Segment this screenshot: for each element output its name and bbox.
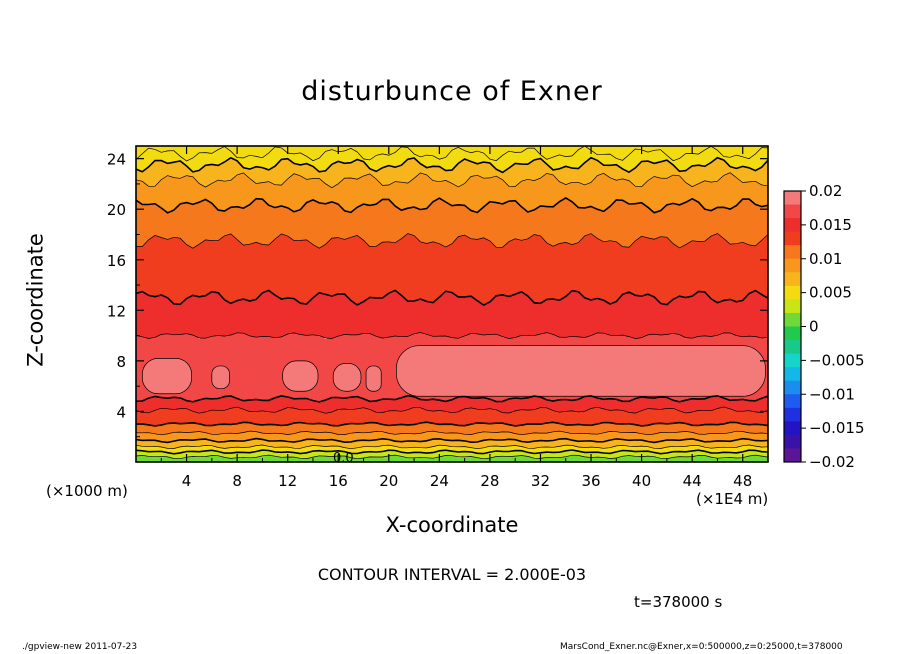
colorbar-tick-label: 0 (809, 318, 819, 336)
colorbar-swatch (784, 218, 801, 233)
colorbar-tick-label: 0.015 (809, 216, 852, 234)
colorbar-swatch (784, 285, 801, 300)
colorbar-swatch (784, 380, 801, 395)
contour-band (136, 168, 768, 213)
colorbar-tick-label: −0.015 (809, 419, 865, 437)
x-tick-label: 24 (430, 472, 449, 490)
colorbar-swatch (784, 353, 801, 368)
contour-line (136, 421, 768, 427)
contour-line (136, 394, 768, 403)
x-axis-label: X-coordinate (385, 513, 519, 537)
x-tick-label: 36 (581, 472, 600, 490)
contour-line (136, 437, 768, 444)
contour-line (136, 449, 768, 455)
y-tick-label: 24 (107, 151, 126, 169)
contour-line (136, 454, 768, 460)
colorbar-swatch (784, 231, 801, 246)
colorbar-tick-label: −0.02 (809, 453, 855, 471)
x-tick-label: 40 (632, 472, 651, 490)
colorbar-swatch (784, 299, 801, 314)
max-region (396, 345, 766, 397)
x-tick-label: 28 (480, 472, 499, 490)
colorbar-swatch (784, 272, 801, 287)
max-region (282, 360, 319, 392)
colorbar-swatch (784, 448, 801, 463)
max-region (332, 363, 362, 392)
footer-right: MarsCond_Exner.nc@Exner,x=0:500000,z=0:2… (560, 642, 843, 652)
colorbar-swatch (784, 421, 801, 436)
colorbar: 0.02 0.015 0.01 0.005 0 −0.005 −0.01 −0.015 −0.0… (783, 182, 865, 471)
contour-line (136, 289, 768, 307)
colorbar-swatch (784, 434, 801, 449)
x-axis: 4 8 12 16 20 24 28 32 36 40 44 48 (160, 146, 752, 490)
x-tick-label: 4 (182, 472, 192, 490)
colorbar-tick-label: 0.005 (809, 284, 852, 302)
contour-line (136, 444, 768, 450)
y-axis: 4 8 12 16 20 24 (107, 151, 768, 438)
x-tick-label: 20 (379, 472, 398, 490)
y-axis-label: Z-coordinate (23, 233, 48, 367)
contour-line (136, 233, 768, 249)
colorbar-swatch (784, 394, 801, 409)
contour-line (136, 332, 768, 339)
x-tick-label: 8 (232, 472, 242, 490)
contour-band (136, 229, 768, 306)
contour-lines (136, 146, 768, 460)
colorbar-swatch (784, 245, 801, 260)
contour-line (136, 146, 768, 162)
x-tick-label: 32 (531, 472, 550, 490)
colorbar-swatch (784, 326, 801, 341)
colorbar-swatch (784, 407, 801, 422)
y-tick-label: 8 (116, 353, 126, 371)
max-region (211, 365, 230, 390)
colorbar-swatch (784, 367, 801, 382)
colorbar-swatch (784, 204, 801, 219)
x-unit-left: (×1000 m) (46, 482, 128, 500)
x-tick-label: 48 (733, 472, 752, 490)
colorbar-swatch (784, 258, 801, 273)
time-note: t=378000 s (634, 593, 723, 611)
contour-band (136, 146, 768, 161)
x-tick-label: 16 (329, 472, 348, 490)
contour-band (136, 194, 768, 249)
y-tick-label: 20 (107, 201, 126, 219)
y-tick-label: 4 (116, 403, 126, 421)
contour-line (136, 430, 768, 436)
colorbar-tick-label: −0.005 (809, 351, 865, 369)
colorbar-tick-label: 0.02 (809, 182, 842, 200)
contour-inline-label: 0.0 (333, 451, 354, 466)
max-region (365, 365, 382, 392)
x-tick-label: 12 (278, 472, 297, 490)
colorbar-swatch (784, 191, 801, 206)
colorbar-tick-label: 0.01 (809, 250, 842, 268)
x-tick-label: 44 (683, 472, 702, 490)
colorbar-swatch (784, 340, 801, 355)
x-unit-right: (×1E4 m) (696, 490, 769, 508)
colorbar-tick-label: −0.01 (809, 385, 855, 403)
max-region (141, 358, 192, 395)
contour-interval-note: CONTOUR INTERVAL = 2.000E-03 (317, 565, 587, 584)
contour-line (136, 196, 768, 214)
y-tick-label: 16 (107, 252, 126, 270)
y-tick-label: 12 (107, 302, 126, 320)
colorbar-swatch (784, 312, 801, 327)
contour-line (136, 406, 768, 414)
plot-frame (135, 145, 769, 463)
contour-line (136, 156, 768, 174)
footer-left: ./gpview-new 2011-07-23 (22, 642, 138, 652)
contour-line (136, 172, 768, 189)
chart-title: disturbunce of Exner (301, 76, 603, 107)
